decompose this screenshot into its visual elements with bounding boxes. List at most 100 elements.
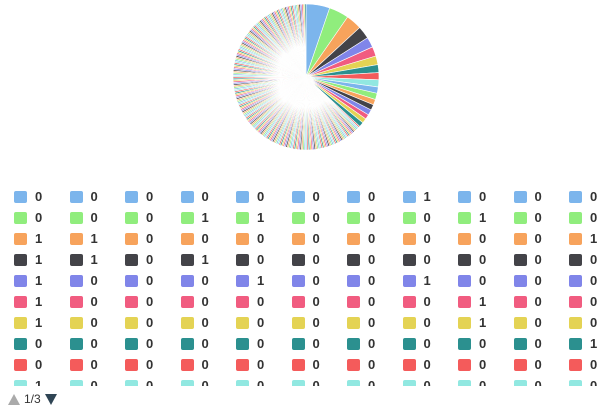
pie-slice[interactable] <box>304 3 307 78</box>
legend-item[interactable]: 0 <box>180 379 209 386</box>
legend-item[interactable]: 0 <box>125 253 153 267</box>
legend-item[interactable]: 0 <box>125 316 153 330</box>
legend-item[interactable]: 1 <box>402 274 431 288</box>
legend-item[interactable]: 0 <box>125 274 153 288</box>
legend-item[interactable]: 0 <box>347 274 375 288</box>
legend-item[interactable]: 0 <box>569 295 597 309</box>
legend-item[interactable]: 0 <box>180 316 209 330</box>
legend-item[interactable]: 0 <box>458 337 486 351</box>
legend-item[interactable]: 0 <box>291 211 320 225</box>
legend-item[interactable]: 0 <box>125 358 153 372</box>
legend-item[interactable]: 0 <box>569 379 597 386</box>
legend-item[interactable]: 1 <box>14 379 42 386</box>
legend-item[interactable]: 1 <box>569 232 597 246</box>
legend-item[interactable]: 0 <box>125 211 153 225</box>
legend-item[interactable]: 0 <box>513 337 542 351</box>
legend-item[interactable]: 0 <box>69 316 98 330</box>
legend-item[interactable]: 0 <box>402 316 431 330</box>
legend-item[interactable]: 0 <box>458 274 486 288</box>
legend-item[interactable]: 1 <box>236 274 264 288</box>
legend-item[interactable]: 0 <box>236 358 264 372</box>
legend-item[interactable]: 0 <box>347 379 375 386</box>
legend-item[interactable]: 1 <box>180 253 209 267</box>
legend-item[interactable]: 0 <box>180 190 209 204</box>
legend-item[interactable]: 0 <box>180 274 209 288</box>
legend-item[interactable]: 0 <box>458 232 486 246</box>
legend-item[interactable]: 0 <box>402 379 431 386</box>
page-up-icon[interactable] <box>8 393 20 405</box>
legend-item[interactable]: 0 <box>291 379 320 386</box>
legend-item[interactable]: 0 <box>458 358 486 372</box>
legend-item[interactable]: 0 <box>180 337 209 351</box>
legend-item[interactable]: 0 <box>236 190 264 204</box>
legend-item[interactable]: 0 <box>402 211 431 225</box>
legend-item[interactable]: 0 <box>69 358 98 372</box>
legend-item[interactable]: 1 <box>458 211 486 225</box>
legend-item[interactable]: 0 <box>69 211 98 225</box>
legend-item[interactable]: 0 <box>513 232 542 246</box>
legend-item[interactable]: 0 <box>180 358 209 372</box>
legend-item[interactable]: 0 <box>125 232 153 246</box>
legend-item[interactable]: 0 <box>569 274 597 288</box>
legend-item[interactable]: 0 <box>180 295 209 309</box>
legend-item[interactable]: 0 <box>14 337 42 351</box>
legend-item[interactable]: 0 <box>14 358 42 372</box>
legend-item[interactable]: 1 <box>14 232 42 246</box>
legend-item[interactable]: 0 <box>402 253 431 267</box>
legend-item[interactable]: 0 <box>513 274 542 288</box>
legend-item[interactable]: 0 <box>236 316 264 330</box>
legend-item[interactable]: 0 <box>69 190 98 204</box>
page-down-icon[interactable] <box>44 393 57 405</box>
legend-item[interactable]: 0 <box>458 253 486 267</box>
legend-item[interactable]: 0 <box>291 232 320 246</box>
legend-item[interactable]: 0 <box>569 358 597 372</box>
legend-item[interactable]: 0 <box>347 337 375 351</box>
legend-item[interactable]: 0 <box>402 337 431 351</box>
legend-item[interactable]: 0 <box>513 211 542 225</box>
legend-item[interactable]: 0 <box>125 295 153 309</box>
legend-item[interactable]: 0 <box>291 253 320 267</box>
legend-item[interactable]: 0 <box>513 253 542 267</box>
legend-item[interactable]: 1 <box>14 274 42 288</box>
legend-item[interactable]: 1 <box>236 211 264 225</box>
legend-item[interactable]: 1 <box>69 253 98 267</box>
legend-item[interactable]: 0 <box>347 190 375 204</box>
legend-item[interactable]: 1 <box>14 316 42 330</box>
legend-item[interactable]: 0 <box>347 358 375 372</box>
legend-item[interactable]: 0 <box>69 274 98 288</box>
legend-item[interactable]: 0 <box>180 232 209 246</box>
legend-item[interactable]: 0 <box>347 316 375 330</box>
legend-item[interactable]: 1 <box>14 295 42 309</box>
legend-item[interactable]: 0 <box>236 337 264 351</box>
legend-item[interactable]: 0 <box>569 253 597 267</box>
legend-item[interactable]: 0 <box>236 295 264 309</box>
legend-item[interactable]: 0 <box>513 190 542 204</box>
legend-item[interactable]: 1 <box>14 253 42 267</box>
legend-item[interactable]: 1 <box>69 232 98 246</box>
legend-item[interactable]: 0 <box>458 190 486 204</box>
legend-item[interactable]: 1 <box>569 337 597 351</box>
legend-item[interactable]: 0 <box>347 295 375 309</box>
legend-item[interactable]: 0 <box>402 295 431 309</box>
legend-item[interactable]: 1 <box>180 211 209 225</box>
legend-item[interactable]: 0 <box>236 253 264 267</box>
legend-item[interactable]: 0 <box>513 295 542 309</box>
legend-item[interactable]: 0 <box>458 379 486 386</box>
legend-item[interactable]: 0 <box>69 379 98 386</box>
legend-item[interactable]: 0 <box>291 316 320 330</box>
legend-item[interactable]: 0 <box>513 379 542 386</box>
legend-item[interactable]: 0 <box>569 211 597 225</box>
legend-item[interactable]: 0 <box>347 211 375 225</box>
legend-item[interactable]: 0 <box>291 295 320 309</box>
legend-item[interactable]: 0 <box>569 316 597 330</box>
legend-item[interactable]: 0 <box>291 190 320 204</box>
legend-item[interactable]: 1 <box>458 295 486 309</box>
legend-item[interactable]: 1 <box>458 316 486 330</box>
legend-item[interactable]: 0 <box>69 295 98 309</box>
legend-item[interactable]: 0 <box>291 274 320 288</box>
legend-item[interactable]: 0 <box>347 253 375 267</box>
legend-item[interactable]: 0 <box>402 358 431 372</box>
legend-item[interactable]: 0 <box>347 232 375 246</box>
legend-item[interactable]: 0 <box>69 337 98 351</box>
legend-item[interactable]: 0 <box>291 358 320 372</box>
